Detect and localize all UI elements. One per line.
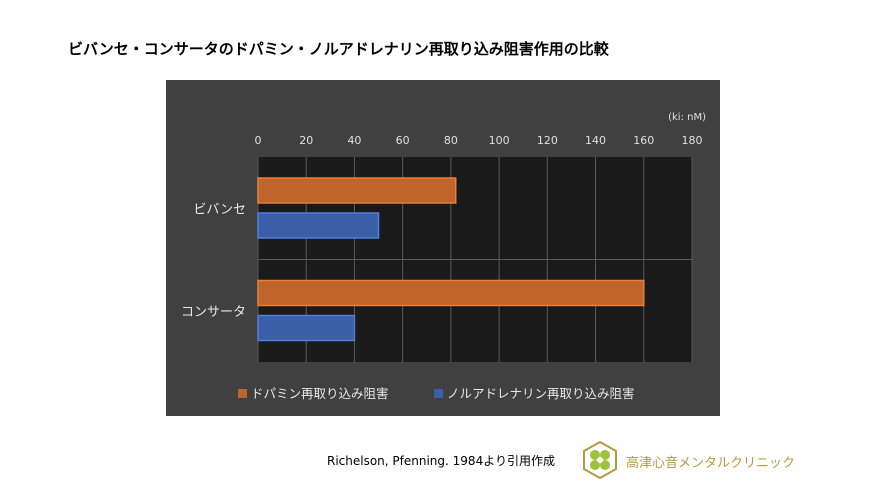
chart-svg: 0 20 40 60 80 100 120 140 160 180 (ki: nM) ビバンセコンサー… [181, 112, 706, 401]
legend-swatch [238, 389, 247, 398]
clinic-logo-icon [583, 441, 617, 479]
bar-noradrenaline [257, 212, 380, 239]
legend-label: ノルアドレナリン再取り込み阻害 [447, 386, 635, 401]
bar-dopamine [257, 279, 645, 307]
legend-label: ドパミン再取り込み阻害 [251, 386, 389, 401]
x-tick-label: 180 [682, 134, 703, 147]
x-tick-label: 120 [537, 134, 558, 147]
source-citation: Richelson, Pfenning. 1984より引用作成 [327, 454, 555, 468]
x-tick-label: 60 [396, 134, 410, 147]
x-tick-label: 0 [255, 134, 262, 147]
x-tick-label: 100 [489, 134, 510, 147]
chart: 0 20 40 60 80 100 120 140 160 180 (ki: nM) ビバンセコンサー… [166, 80, 720, 416]
bar-dopamine [257, 177, 457, 204]
category-label: ビバンセ [193, 202, 246, 217]
legend-swatch [434, 389, 443, 398]
x-tick-label: 140 [585, 134, 606, 147]
bar-noradrenaline [257, 314, 356, 342]
x-tick-label: 40 [347, 134, 361, 147]
x-tick-label: 20 [299, 134, 313, 147]
x-tick-label: 160 [633, 134, 654, 147]
page-title: ビバンセ・コンサータのドパミン・ノルアドレナリン再取り込み阻害作用の比較 [68, 40, 609, 58]
x-tick-label: 80 [444, 134, 458, 147]
clinic-name: 高津心音メンタルクリニック [626, 456, 796, 471]
category-label: コンサータ [181, 305, 246, 320]
unit-label: (ki: nM) [668, 112, 706, 123]
